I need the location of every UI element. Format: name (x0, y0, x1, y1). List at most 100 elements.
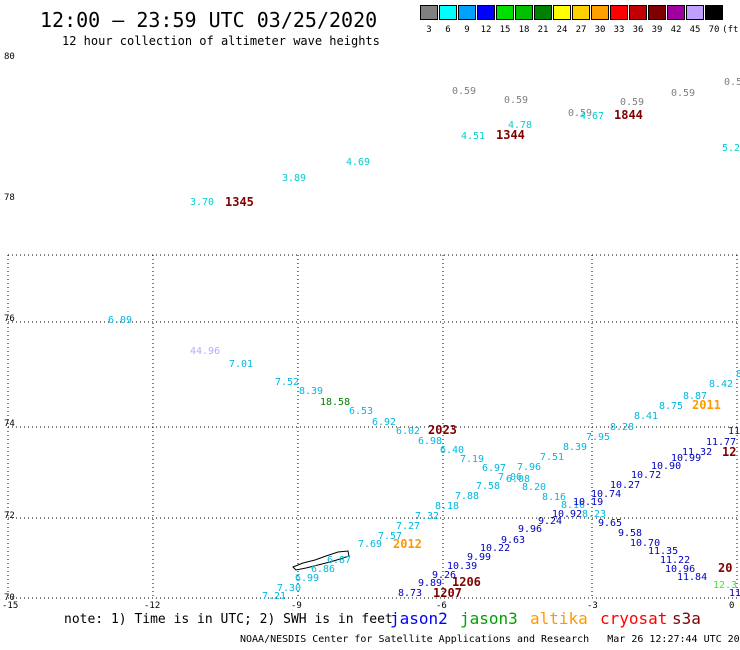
pass-time-label: 2011 (692, 398, 721, 412)
footer-credit: NOAA/NESDIS Center for Satellite Applica… (240, 634, 740, 645)
lat-label-74: 74 (4, 419, 15, 429)
legend-swatch (496, 5, 514, 20)
legend-swatch-label: 45 (689, 25, 701, 35)
wave-height-label: 8.39 (299, 386, 324, 397)
wave-height-label: 8.73 (398, 588, 423, 599)
legend-swatch (629, 5, 647, 20)
lon-label-m3: -3 (587, 601, 598, 611)
legend-swatch-label: 39 (651, 25, 663, 35)
wave-height-label: 9.58 (618, 528, 643, 539)
wave-height-label: 10.39 (447, 561, 478, 572)
wave-height-label: 10.99 (671, 453, 702, 464)
legend-swatch (439, 5, 457, 20)
pass-time-label: 2012 (393, 537, 422, 551)
legend-swatch-label: 9 (464, 25, 470, 35)
wave-height-label: 11 (728, 426, 740, 437)
pass-time-label: 2023 (428, 423, 457, 437)
legend-swatch-label: 36 (632, 25, 644, 35)
wave-height-label: 8.42 (709, 379, 734, 390)
legend-swatch-label: 70 (708, 25, 720, 35)
map-title: 12:00 — 23:59 UTC 03/25/2020 (40, 8, 378, 32)
wave-height-label: 9.89 (418, 578, 443, 589)
map-subtitle: 12 hour collection of altimeter wave hei… (62, 34, 380, 48)
legend-swatch (458, 5, 476, 20)
wave-height-label: 7.51 (540, 452, 565, 463)
wave-height-label: 7.01 (229, 359, 254, 370)
wave-height-label: 8.20 (522, 482, 547, 493)
wave-height-label: 5.2 (722, 143, 740, 154)
wave-height-label: 11.22 (660, 555, 691, 566)
wave-height-label: 10.27 (610, 480, 641, 491)
wave-height-label: 0.59 (504, 95, 529, 106)
wave-height-label: 0.5 (724, 77, 740, 88)
wave-height-label: 7.30 (277, 583, 302, 594)
legend-swatch-label: 33 (613, 25, 625, 35)
legend-swatch-label: 42 (670, 25, 682, 35)
wave-height-label: 7.96 (517, 462, 542, 473)
legend-swatch-label: 24 (556, 25, 568, 35)
wave-height-label: 6.02 (396, 426, 421, 437)
wave-height-label: 9.99 (467, 552, 492, 563)
wave-height-label: 6.86 (311, 564, 336, 575)
pass-time-label: 12 (722, 445, 737, 459)
pass-time-label: 20 (718, 561, 733, 575)
legend-swatch (553, 5, 571, 20)
wave-height-label: 7.21 (262, 591, 287, 602)
satellite-jason2: jason2 (390, 609, 448, 628)
wave-height-label: 7.52 (275, 377, 300, 388)
wave-height-label: 9.96 (518, 524, 543, 535)
island-jan-mayen (292, 550, 350, 571)
legend-swatch (667, 5, 685, 20)
legend-swatch (610, 5, 628, 20)
satellite-cryosat: cryosat (600, 609, 668, 628)
wave-height-label: 6.98 (418, 436, 443, 447)
wave-height-label: 7.95 (586, 432, 611, 443)
wave-height-label: 11 (729, 588, 740, 599)
legend-swatch-label: 21 (537, 25, 549, 35)
wave-height-label: 11.35 (648, 546, 679, 557)
legend-swatch-label: 27 (575, 25, 587, 35)
legend-swatch (420, 5, 438, 20)
wave-height-label: 11.84 (677, 572, 708, 583)
wave-height-label: 6.53 (349, 406, 374, 417)
wave-height-label: 7.69 (358, 539, 383, 550)
lat-label-72: 72 (4, 511, 15, 521)
legend-swatch (515, 5, 533, 20)
lon-label-m9: -9 (291, 601, 302, 611)
satellite-altika: altika (530, 609, 588, 628)
wave-height-label: 4.69 (346, 157, 371, 168)
lon-label-0: 0 (729, 601, 735, 611)
wave-height-label: 6.87 (327, 555, 352, 566)
wave-height-label: 8.28 (610, 422, 635, 433)
lat-label-76: 76 (4, 314, 15, 324)
wave-height-label: 9.26 (432, 570, 457, 581)
wave-height-label: 10.22 (480, 543, 511, 554)
wave-height-label: 0.59 (452, 86, 477, 97)
wave-height-label: 9.63 (501, 535, 526, 546)
wave-height-label: 10.70 (630, 538, 661, 549)
wave-height-label: 7.32 (415, 511, 440, 522)
legend-swatch (591, 5, 609, 20)
legend-swatch (534, 5, 552, 20)
legend-unit: (ft) (722, 25, 740, 35)
legend-swatch-label: 15 (499, 25, 511, 35)
wave-height-label: 4.78 (508, 120, 533, 131)
wave-height-label: 8.87 (683, 391, 708, 402)
wave-height-label: 8.16 (561, 500, 586, 511)
wave-height-label: 12.3 (713, 580, 738, 591)
wave-height-label: 11.32 (682, 447, 713, 458)
wave-height-label: 4.67 (580, 111, 605, 122)
legend-swatch (572, 5, 590, 20)
wave-height-label: 6.40 (440, 445, 465, 456)
lon-label-m15: -15 (2, 601, 19, 611)
legend-swatch-label: 30 (594, 25, 606, 35)
legend-swatch (477, 5, 495, 20)
wave-height-label: 8.16 (542, 492, 567, 503)
pass-time-label: 1345 (225, 195, 254, 209)
legend-swatch (686, 5, 704, 20)
pass-time-label: 1206 (452, 575, 481, 589)
wave-height-label: 0.59 (671, 88, 696, 99)
lat-label-80: 80 (4, 52, 15, 62)
satellite-jason3: jason3 (460, 609, 518, 628)
wave-height-label: 7.58 (476, 481, 501, 492)
